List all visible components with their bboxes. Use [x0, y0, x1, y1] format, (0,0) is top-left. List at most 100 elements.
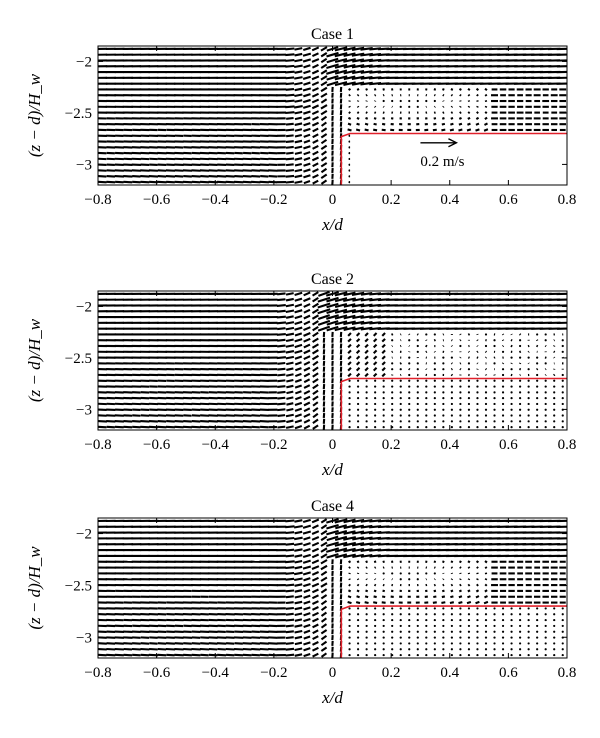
vector-arrow	[303, 606, 311, 611]
vector-dot	[416, 624, 419, 628]
vector-arrow	[294, 378, 302, 383]
vector-arrow	[351, 81, 365, 86]
vector-arrow	[347, 332, 352, 337]
x-axis-label: x/d	[321, 460, 343, 479]
vector-dot	[399, 636, 402, 639]
vector-dot	[391, 99, 394, 103]
vector-dot	[501, 402, 505, 406]
vector-arrow	[286, 378, 294, 383]
vector-dot	[536, 356, 539, 359]
vector-arrow	[459, 339, 462, 342]
vector-dot	[476, 624, 479, 628]
vector-dot	[399, 618, 402, 622]
vector-dot	[382, 408, 385, 411]
vector-dot	[433, 385, 436, 388]
vector-dot	[399, 578, 402, 581]
vector-arrow	[334, 297, 348, 303]
vector-dot	[510, 368, 513, 371]
x-tick-label: −0.2	[260, 665, 287, 681]
vector-dot	[459, 630, 462, 633]
vector-dot	[527, 368, 530, 371]
vector-arrow	[294, 548, 303, 552]
vector-arrow	[303, 116, 311, 121]
vector-dot	[536, 630, 539, 633]
vector-dot	[433, 379, 436, 382]
vector-arrow	[450, 560, 454, 564]
vector-arrow	[442, 94, 445, 97]
vector-dot	[450, 414, 453, 417]
vector-arrow	[106, 653, 116, 657]
vector-arrow	[381, 332, 386, 337]
velocity-vectors	[98, 46, 567, 185]
vector-dot	[527, 356, 530, 359]
vector-arrow	[303, 314, 311, 320]
vector-arrow	[476, 356, 479, 359]
vector-dot	[442, 414, 445, 417]
vector-dot	[561, 420, 564, 423]
vector-arrow	[285, 618, 295, 622]
vector-dot	[493, 379, 496, 382]
vector-dot	[408, 624, 411, 628]
vector-dot	[519, 607, 522, 610]
vector-dot	[476, 648, 479, 651]
vector-dot	[391, 339, 394, 342]
vector-dot	[501, 607, 505, 610]
vector-dot	[484, 426, 488, 429]
vector-arrow	[311, 559, 320, 565]
vector-arrow	[334, 553, 348, 559]
vector-dot	[553, 653, 556, 657]
vector-dot	[425, 642, 428, 645]
vector-dot	[536, 379, 539, 382]
vector-arrow	[312, 629, 319, 635]
vector-arrow	[334, 81, 348, 87]
vector-arrow	[311, 343, 319, 349]
vector-dot	[408, 642, 411, 645]
vector-arrow	[157, 425, 167, 429]
vector-arrow	[372, 372, 378, 378]
vector-dot	[553, 624, 556, 628]
vector-arrow	[285, 612, 294, 616]
vector-arrow	[277, 408, 286, 412]
vector-dot	[425, 402, 428, 406]
vector-dot	[544, 339, 547, 342]
vector-arrow	[348, 87, 352, 91]
vector-dot	[348, 414, 351, 417]
x-tick-label: −0.4	[202, 665, 230, 681]
vector-dot	[501, 636, 505, 639]
vector-arrow	[311, 58, 320, 63]
vector-dot	[348, 630, 351, 633]
vector-arrow	[356, 566, 360, 569]
vector-dot	[501, 618, 505, 622]
vector-arrow	[348, 566, 351, 569]
vector-dot	[544, 391, 547, 394]
vector-dot	[484, 607, 488, 610]
vector-arrow	[311, 530, 320, 535]
vector-arrow	[334, 69, 348, 75]
vector-arrow	[294, 87, 303, 92]
vector-arrow	[348, 105, 351, 108]
vector-dot	[476, 618, 479, 622]
vector-dot	[408, 578, 411, 581]
vector-arrow	[285, 355, 295, 360]
vector-arrow	[347, 372, 352, 378]
vector-dot	[561, 379, 564, 382]
vector-dot	[527, 397, 530, 400]
vector-dot	[374, 402, 377, 406]
vector-arrow	[343, 326, 356, 331]
vector-dot	[527, 618, 530, 622]
vector-dot	[561, 648, 564, 651]
vector-arrow	[285, 64, 295, 68]
vector-arrow	[294, 641, 303, 646]
vector-arrow	[518, 350, 522, 354]
vector-arrow	[467, 560, 471, 564]
x-tick-label: −0.6	[143, 665, 171, 681]
vector-arrow	[502, 344, 505, 348]
vector-dot	[433, 420, 436, 423]
x-tick-label: 0.2	[382, 665, 401, 681]
vector-arrow	[294, 349, 303, 354]
vector-arrow	[311, 46, 320, 52]
vector-dot	[536, 373, 539, 377]
panel-title: Case 4	[311, 498, 354, 515]
vector-dot	[484, 653, 488, 657]
